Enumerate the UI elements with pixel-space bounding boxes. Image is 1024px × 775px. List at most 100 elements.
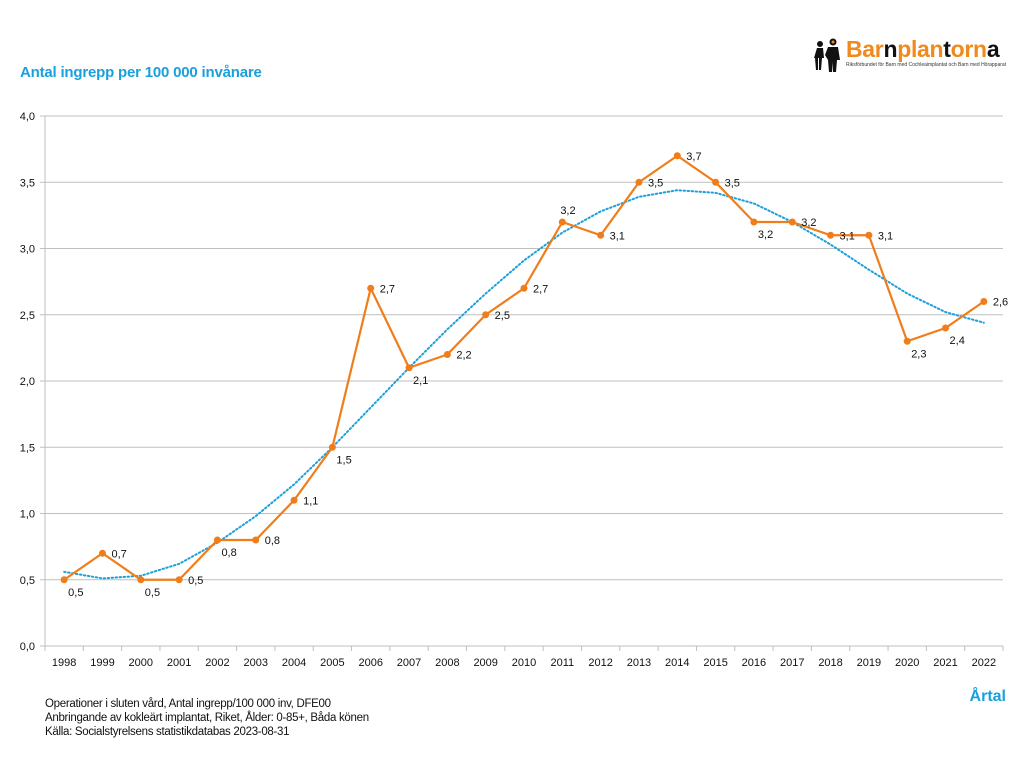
data-point	[788, 218, 796, 226]
x-axis-title: Årtal	[969, 688, 1006, 705]
x-tick-label: 2019	[857, 657, 881, 669]
data-label: 0,5	[68, 587, 83, 599]
footnotes: Operationer i sluten vård, Antal ingrepp…	[45, 697, 369, 739]
data-label: 2,4	[950, 335, 965, 347]
data-label: 3,5	[648, 177, 663, 189]
x-tick-label: 1999	[90, 657, 114, 669]
data-point	[60, 576, 68, 584]
data-label: 2,2	[456, 350, 471, 362]
data-point	[482, 311, 490, 319]
data-point	[213, 536, 221, 544]
x-tick-label: 2006	[358, 657, 382, 669]
line-chart: 0,0 0,5 1,0 1,5 2,0 2,5 3,0 3,5 4,0 1998 1999 2000…	[20, 111, 1008, 669]
data-point	[673, 152, 681, 160]
data-point	[750, 218, 758, 226]
data-point	[635, 178, 643, 186]
x-tick-label: 2010	[512, 657, 536, 669]
data-point	[175, 576, 183, 584]
data-label: 3,7	[686, 151, 701, 163]
data-point	[980, 298, 988, 305]
data-label: 3,2	[801, 217, 816, 229]
data-label: 2,7	[380, 283, 395, 295]
data-point	[137, 576, 145, 584]
y-tick-label: 2,5	[20, 310, 35, 322]
y-tick-label: 4,0	[20, 111, 35, 123]
data-point	[865, 231, 873, 239]
logo-subtitle: Riksförbundet för Barn med Cochleaimplan…	[846, 62, 1007, 68]
data-label: 0,5	[145, 587, 160, 599]
data-point	[827, 231, 835, 239]
y-axis-ticks: 0,0 0,5 1,0 1,5 2,0 2,5 3,0 3,5 4,0	[20, 111, 45, 653]
data-point	[942, 324, 950, 332]
y-tick-label: 3,5	[20, 177, 35, 189]
data-label: 2,7	[533, 283, 548, 295]
x-tick-label: 2011	[550, 657, 574, 669]
x-tick-label: 2016	[742, 657, 766, 669]
x-tick-label: 2013	[627, 657, 651, 669]
data-point	[712, 178, 720, 186]
y-tick-label: 1,5	[20, 442, 35, 454]
data-label: 0,7	[111, 548, 126, 560]
barnplantorna-logo: Barnplantorna Riksförbundet för Barn med…	[812, 36, 1012, 74]
x-tick-label: 2022	[972, 657, 996, 669]
data-label: 3,5	[725, 177, 740, 189]
x-tick-label: 2004	[282, 657, 306, 669]
data-label: 3,1	[840, 230, 855, 242]
x-tick-label: 2012	[588, 657, 612, 669]
x-tick-label: 2002	[205, 657, 229, 669]
x-tick-label: 2007	[397, 657, 421, 669]
data-point	[558, 218, 566, 226]
data-series	[60, 152, 988, 584]
footnote-line: Anbringande av kokleärt implantat, Riket…	[45, 712, 369, 724]
y-tick-label: 2,0	[20, 376, 35, 388]
x-tick-label: 2020	[895, 657, 919, 669]
x-tick-label: 2001	[167, 657, 191, 669]
data-labels: 0,5 0,7 0,5 0,5 0,8 0,8 1,1 1,5 2,7 2,1 2,2 2,5 2,7 3…	[68, 151, 1008, 599]
x-axis-ticks: 1998 1999 2000 2001 2002 2003 2004 2005 2006 2007…	[44, 646, 1004, 669]
logo-wordmark: Barnplantorna	[846, 36, 1000, 62]
footnote-line: Källa: Socialstyrelsens statistikdatabas…	[45, 726, 290, 738]
x-tick-label: 2005	[320, 657, 344, 669]
data-label: 2,5	[495, 310, 510, 322]
data-point	[903, 337, 911, 345]
x-tick-label: 2021	[933, 657, 957, 669]
x-tick-label: 2009	[473, 657, 497, 669]
gridlines	[45, 115, 1003, 581]
data-point	[290, 496, 298, 504]
x-tick-label: 2008	[435, 657, 459, 669]
y-tick-label: 1,0	[20, 509, 35, 521]
chart-title: Antal ingrepp per 100 000 invånare	[20, 64, 262, 81]
parent-child-icon	[814, 38, 840, 72]
data-label: 3,2	[758, 229, 773, 241]
data-point	[520, 284, 528, 292]
data-label: 0,5	[188, 575, 203, 587]
y-tick-label: 0,0	[20, 641, 35, 653]
data-point	[443, 351, 451, 358]
x-tick-label: 2015	[703, 657, 727, 669]
data-label: 2,1	[413, 375, 428, 387]
data-label: 3,1	[610, 230, 625, 242]
y-tick-label: 0,5	[20, 575, 35, 587]
x-tick-label: 2003	[244, 657, 268, 669]
x-tick-label: 1998	[52, 657, 76, 669]
y-tick-label: 3,0	[20, 244, 35, 256]
data-point	[252, 536, 260, 544]
data-label: 1,1	[303, 495, 318, 507]
data-label: 0,8	[221, 547, 236, 559]
data-label: 2,3	[911, 348, 926, 360]
data-point	[367, 284, 375, 292]
data-label: 3,1	[878, 230, 893, 242]
data-label: 1,5	[336, 454, 351, 466]
x-tick-label: 2017	[780, 657, 804, 669]
data-point	[98, 549, 106, 557]
series-line	[63, 154, 985, 581]
data-point	[328, 443, 336, 451]
data-point	[405, 364, 413, 372]
x-tick-label: 2000	[129, 657, 153, 669]
data-label: 2,6	[993, 297, 1008, 309]
x-tick-label: 2018	[818, 657, 842, 669]
data-label: 0,8	[265, 535, 280, 547]
data-label: 3,2	[560, 205, 575, 217]
footnote-line: Operationer i sluten vård, Antal ingrepp…	[45, 698, 331, 710]
x-tick-label: 2014	[665, 657, 689, 669]
